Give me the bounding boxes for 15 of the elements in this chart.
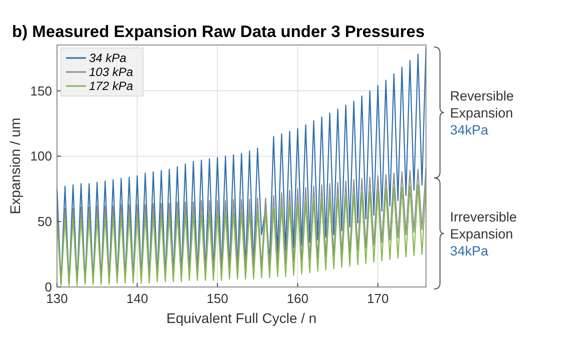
y-tick-label: 100 [30, 148, 52, 164]
text: Irreversible Expansion 34kPa [450, 210, 517, 258]
x-axis-title: Equivalent Full Cycle / n [166, 310, 317, 326]
y-tick-label: 150 [30, 83, 52, 98]
legend-label: 172 kPa [89, 79, 134, 93]
x-tick-label: 150 [206, 291, 228, 306]
x-tick-label: 170 [367, 291, 389, 306]
x-tick-label: 140 [126, 291, 148, 306]
text: Reversible Expansion 34kPa [450, 88, 514, 138]
y-tick-label: 50 [38, 214, 52, 230]
chart-title: b) Measured Expansion Raw Data under 3 Pressures [12, 23, 425, 41]
legend-label: 34 kPa [89, 51, 127, 65]
y-axis-title: Expansion / um [7, 118, 23, 214]
x-tick-label: 160 [286, 291, 309, 306]
legend-label: 103 kPa [89, 65, 134, 79]
